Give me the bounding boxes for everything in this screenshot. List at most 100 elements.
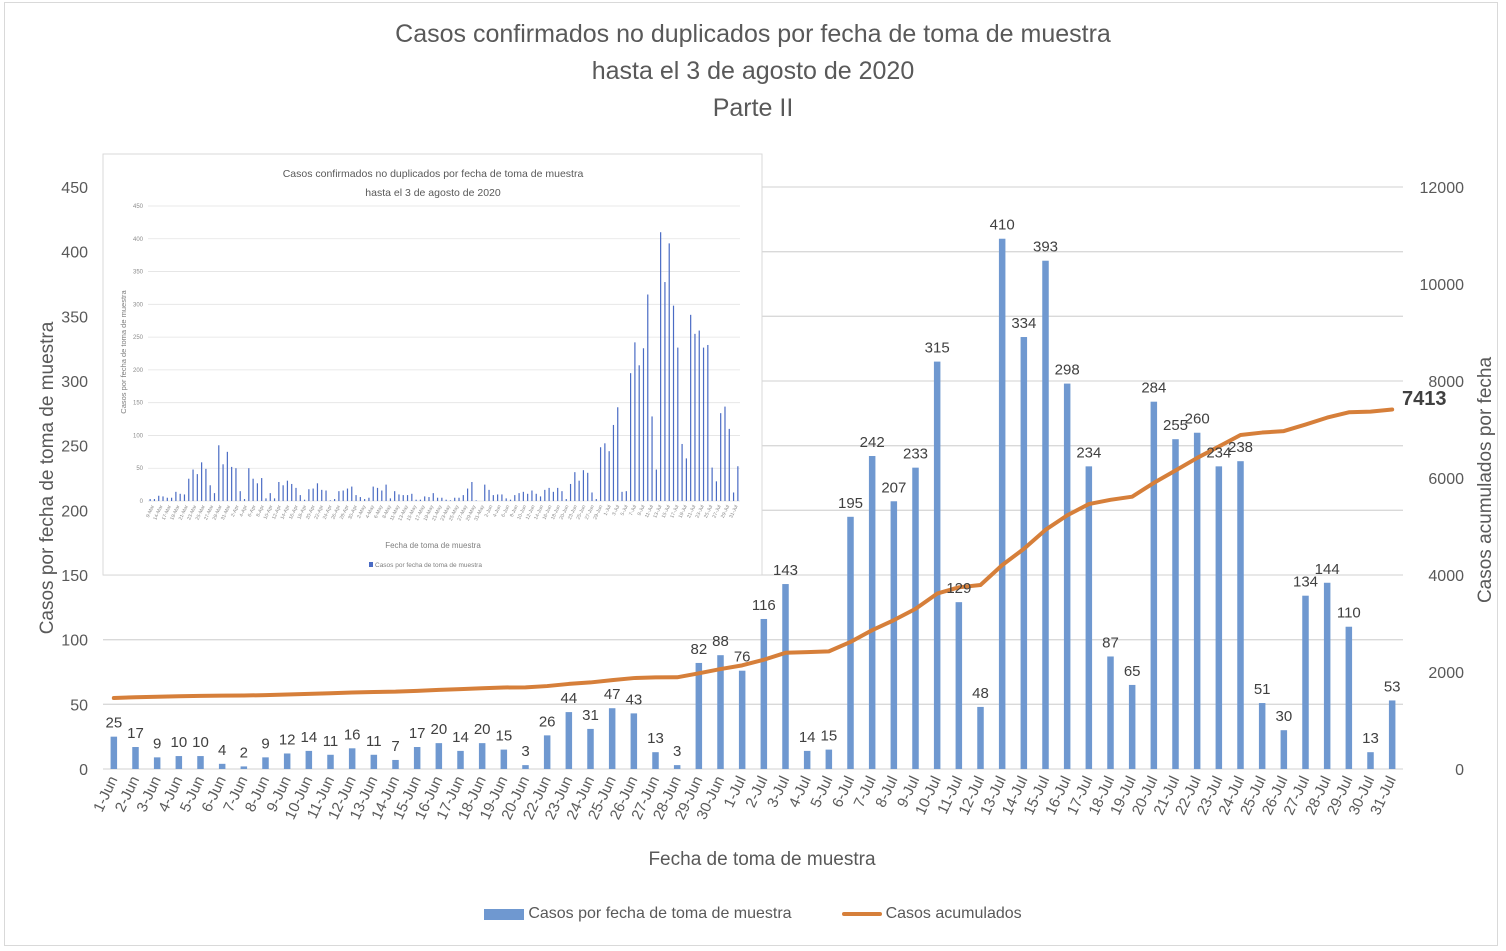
data-label-23-Jun: 44 [560, 690, 577, 707]
y-axis-title-right: Casos acumulados por fecha [1475, 357, 1496, 604]
inset-bar [565, 499, 567, 501]
inset-legend-swatch [369, 562, 373, 567]
inset-x-tick-label: 29-Jul [720, 504, 731, 519]
bar-5-Jun [197, 756, 204, 769]
inset-x-tick-label: 18-Jun [550, 504, 562, 521]
inset-bar [694, 333, 696, 501]
data-label-9-Jul: 233 [903, 446, 928, 463]
inset-x-tick-label: 29-Jun [592, 504, 604, 521]
inset-bar [475, 500, 477, 501]
left-axis-tick-label: 450 [61, 180, 88, 197]
bar-11-Jul [955, 602, 963, 769]
inset-x-tick-label: 19-Jul [678, 504, 689, 519]
inset-x-tick-label: 7-Jul [628, 504, 638, 516]
inset-x-tick-label: 25-Jul [703, 504, 714, 519]
inset-bar [471, 481, 473, 501]
inset-x-tick-label: 6-Apr [247, 504, 258, 518]
data-label-25-Jul: 51 [1254, 681, 1271, 698]
inset-bar [419, 499, 422, 501]
right-axis-ticks: 0 2000 4000 6000 8000 10000 12000 [1420, 180, 1465, 779]
inset-x-tick-label: 22-Apr [313, 504, 325, 520]
inset-x-tick-label: 4-Apr [238, 504, 249, 518]
cumulative-line [111, 407, 1395, 701]
bar-19-Jun [500, 749, 508, 769]
bar-15-Jul [1042, 260, 1049, 769]
data-label-13-Jul: 410 [990, 217, 1015, 234]
data-label-27-Jul: 134 [1293, 574, 1318, 591]
data-label-18-Jul: 87 [1102, 634, 1119, 651]
inset-bar [286, 480, 289, 501]
inset-bar [501, 494, 503, 501]
inset-x-tick-label: 5-Jul [620, 504, 630, 516]
data-label-31-Jul: 53 [1384, 678, 1401, 695]
inset-bar [299, 495, 301, 501]
inset-bar [737, 466, 739, 501]
inset-bar [316, 483, 319, 501]
inset-bar [591, 492, 593, 501]
inset-title-line-2: hasta el 3 de agosto de 2020 [365, 187, 501, 199]
inset-bar [226, 451, 228, 501]
data-label-14-Jun: 7 [391, 738, 399, 755]
left-axis-tick-label: 250 [61, 439, 88, 456]
inset-bar [660, 232, 662, 501]
inset-bar [201, 462, 203, 501]
chart-frame [4, 2, 1498, 946]
inset-x-tick-label: 9-Jul [637, 504, 647, 516]
inset-x-tick-label: 23-Jun [567, 504, 579, 521]
inset-x-tick-label: 17-Jul [669, 504, 680, 519]
inset-bar [295, 487, 297, 501]
data-label-16-Jul: 298 [1055, 362, 1080, 379]
inset-x-tick-label: 14-Jun [533, 504, 545, 521]
bar-24-Jul [1237, 461, 1244, 769]
inset-bar [385, 484, 387, 501]
data-label-14-Jul: 334 [1011, 315, 1036, 332]
legend-item-bars[interactable]: Casos por fecha de toma de muestra [484, 905, 792, 923]
inset-x-tick-label: 25-Jun [575, 504, 587, 521]
bar-8-Jul [890, 501, 898, 769]
data-label-2-Jul: 116 [752, 597, 776, 614]
inset-bar [724, 406, 726, 501]
inset-x-tick-label: 31-Jul [728, 504, 739, 519]
data-label-13-Jun: 11 [366, 733, 382, 750]
inset-bar [213, 493, 216, 501]
inset-gridlines: 0 50 100 150 200 250 300 350 400 450 [133, 204, 740, 505]
data-label-22-Jul: 260 [1185, 411, 1210, 428]
inset-bar [548, 487, 550, 501]
inset-bar [153, 499, 156, 501]
inset-x-tick-label: 10-Apr [263, 504, 275, 520]
x-axis-tick-labels: 1-Jun2-Jun3-Jun4-Jun5-Jun6-Jun7-Jun8-Jun… [90, 774, 1400, 823]
inset-bar [351, 486, 353, 501]
inset-x-tick-label: 20-Apr [305, 504, 317, 520]
inset-bar [634, 342, 636, 501]
bar-21-Jul [1172, 439, 1179, 769]
inset-bar [462, 495, 464, 501]
data-label-10-Jul: 315 [925, 340, 950, 357]
inset-bar [428, 497, 430, 501]
inset-x-tick-label: 23-Jul [695, 504, 706, 519]
inset-y-tick-label: 100 [133, 433, 144, 439]
data-label-29-Jun: 82 [690, 641, 707, 658]
inset-x-tick-label: 27-Jun [584, 504, 596, 521]
legend-line-label: Casos acumulados [885, 905, 1022, 922]
bar-28-Jul [1323, 582, 1331, 769]
bar-13-Jul [998, 238, 1006, 769]
inset-bar [621, 491, 623, 501]
inset-bar [728, 428, 730, 501]
inset-bar [303, 499, 306, 501]
bar-20-Jul [1150, 401, 1158, 769]
legend-item-line[interactable]: Casos acumulados [841, 905, 1022, 923]
chart-title-line-1: Casos confirmados no duplicados por fech… [395, 20, 1111, 48]
inset-bar [672, 305, 675, 501]
bar-29-Jun [695, 662, 703, 769]
inset-bar [651, 416, 653, 501]
bar-13-Jun [370, 754, 378, 769]
inset-bar [248, 468, 250, 501]
data-label-4-Jun: 10 [170, 734, 187, 751]
inset-bar [582, 470, 585, 501]
inset-bar [175, 491, 177, 501]
data-label-4-Jul: 14 [799, 729, 816, 746]
inset-y-tick-label: 0 [140, 499, 144, 505]
inset-x-tick-label: 6-May [373, 504, 385, 520]
inset-bar [406, 495, 409, 501]
inset-bar [183, 494, 186, 501]
